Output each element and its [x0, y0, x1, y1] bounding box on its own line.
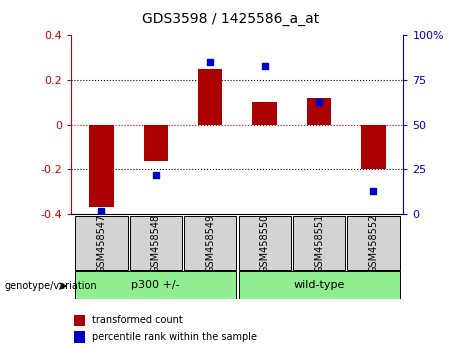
- Point: [370, 188, 377, 194]
- Bar: [238, 272, 400, 298]
- Point: [315, 99, 323, 104]
- Bar: [361, 125, 386, 170]
- Text: transformed count: transformed count: [92, 315, 183, 325]
- Bar: [238, 217, 291, 270]
- Text: GSM458550: GSM458550: [260, 214, 270, 273]
- Text: GSM458552: GSM458552: [368, 214, 378, 273]
- Text: GSM458549: GSM458549: [205, 214, 215, 273]
- Text: GDS3598 / 1425586_a_at: GDS3598 / 1425586_a_at: [142, 12, 319, 27]
- Point: [98, 208, 105, 213]
- Bar: [252, 102, 277, 125]
- Text: percentile rank within the sample: percentile rank within the sample: [92, 332, 257, 342]
- Text: GSM458548: GSM458548: [151, 214, 161, 273]
- Bar: [75, 272, 236, 298]
- Bar: [184, 217, 236, 270]
- Bar: [75, 217, 128, 270]
- Text: GSM458547: GSM458547: [96, 214, 106, 273]
- Text: wild-type: wild-type: [293, 280, 345, 290]
- Bar: [293, 217, 345, 270]
- Text: p300 +/-: p300 +/-: [131, 280, 180, 290]
- Point: [207, 59, 214, 65]
- Bar: [307, 98, 331, 125]
- Text: genotype/variation: genotype/variation: [5, 281, 97, 291]
- Text: GSM458551: GSM458551: [314, 214, 324, 273]
- Bar: [143, 125, 168, 161]
- Bar: [130, 217, 182, 270]
- Point: [152, 172, 160, 178]
- Bar: [347, 217, 400, 270]
- Bar: [89, 125, 113, 207]
- Bar: [198, 69, 223, 125]
- Point: [261, 63, 268, 69]
